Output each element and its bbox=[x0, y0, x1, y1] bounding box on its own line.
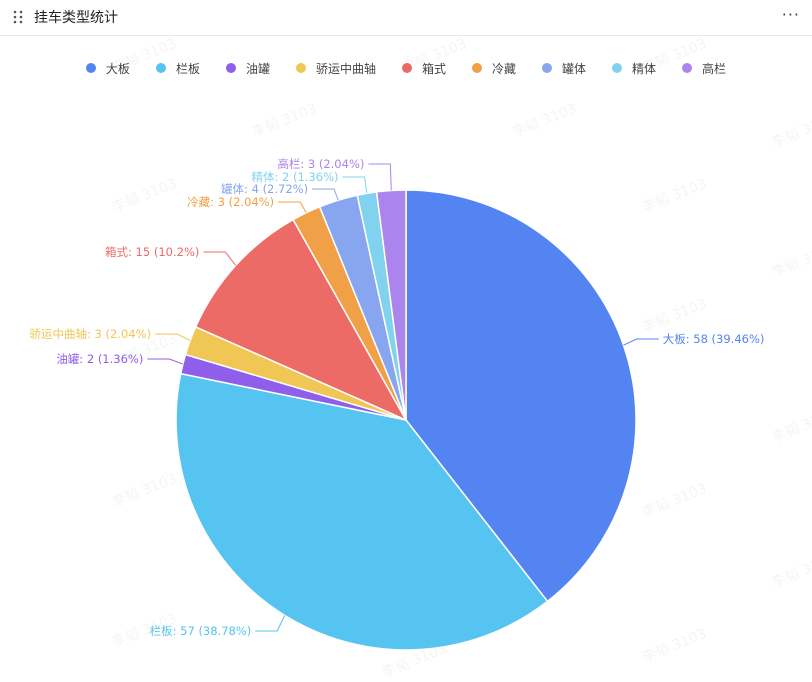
leader-line bbox=[203, 251, 237, 266]
slice-data-label: 油罐: 2 (1.36%) bbox=[56, 352, 143, 366]
legend-item[interactable]: 箱式 bbox=[401, 58, 446, 78]
slice-data-label: 大板: 58 (39.46%) bbox=[663, 332, 765, 346]
slice-data-label: 冷藏: 3 (2.04%) bbox=[187, 195, 274, 209]
legend-label: 罐体 bbox=[562, 61, 587, 76]
slice-data-label: 精体: 2 (1.36%) bbox=[251, 170, 338, 184]
pie-slice[interactable] bbox=[194, 218, 408, 422]
legend-marker bbox=[155, 63, 166, 73]
legend-item[interactable]: 高栏 bbox=[682, 58, 726, 78]
leader-line bbox=[312, 188, 339, 201]
slice-data-label: 栏板: 57 (38.78%) bbox=[150, 624, 252, 638]
leader-line bbox=[368, 163, 392, 191]
slice-data-label: 箱式: 15 (10.2%) bbox=[105, 245, 199, 259]
legend-marker bbox=[225, 63, 236, 73]
legend-marker bbox=[401, 63, 412, 73]
legend-item[interactable]: 冷藏 bbox=[472, 58, 516, 78]
legend-label: 大板 bbox=[105, 61, 130, 76]
legend-label: 高栏 bbox=[702, 61, 727, 76]
legend-item[interactable]: 骄运中曲轴 bbox=[295, 58, 376, 78]
legend-label: 骄运中曲轴 bbox=[315, 61, 376, 76]
legend-label: 冷藏 bbox=[492, 61, 517, 76]
legend-item[interactable]: 栏板 bbox=[155, 58, 200, 78]
legend-marker bbox=[295, 63, 306, 73]
drag-handle-icon[interactable] bbox=[12, 10, 24, 24]
leader-line bbox=[278, 201, 307, 214]
chart-legend: 大板 栏板 油罐 骄运中曲轴 箱式 冷藏 罐体 精体 高栏 bbox=[0, 58, 812, 78]
legend-label: 油罐 bbox=[245, 61, 270, 76]
legend-label: 栏板 bbox=[175, 61, 200, 76]
legend-item[interactable]: 罐体 bbox=[542, 58, 586, 78]
more-options-icon[interactable]: ··· bbox=[781, 5, 800, 24]
leader-line bbox=[255, 615, 286, 632]
legend-item[interactable]: 大板 bbox=[85, 58, 130, 78]
chart-header: 挂车类型统计 ··· bbox=[0, 0, 812, 36]
leader-line bbox=[147, 358, 184, 365]
slice-data-label: 罐体: 4 (2.72%) bbox=[221, 182, 308, 196]
slice-data-label: 骄运中曲轴: 3 (2.04%) bbox=[29, 327, 151, 341]
chart-title: 挂车类型统计 bbox=[34, 10, 118, 26]
legend-marker bbox=[682, 63, 693, 73]
legend-marker bbox=[472, 63, 482, 73]
legend-marker bbox=[612, 63, 623, 73]
legend-label: 精体 bbox=[632, 61, 657, 76]
legend-label: 箱式 bbox=[421, 61, 446, 76]
legend-item[interactable]: 精体 bbox=[612, 58, 656, 78]
leader-line bbox=[342, 176, 368, 194]
legend-marker bbox=[542, 63, 553, 73]
leader-line bbox=[155, 333, 191, 342]
pie-slice[interactable] bbox=[405, 189, 637, 603]
leader-line bbox=[623, 338, 659, 346]
legend-item[interactable]: 油罐 bbox=[225, 58, 270, 78]
legend-marker bbox=[85, 63, 96, 73]
pie-slice[interactable] bbox=[175, 372, 549, 651]
slice-data-label: 高栏: 3 (2.04%) bbox=[277, 157, 364, 171]
